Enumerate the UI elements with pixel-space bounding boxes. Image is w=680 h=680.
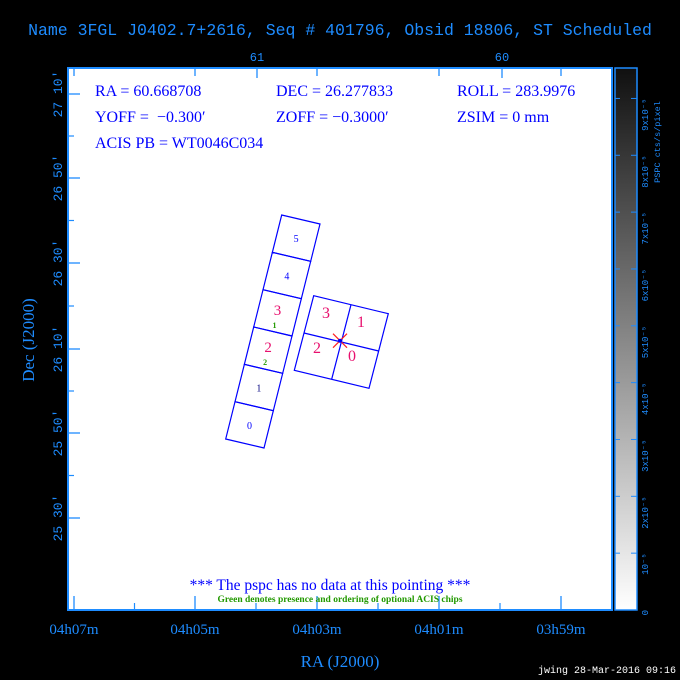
colorbar-tick-label: 2x10⁻⁵ [641,496,651,528]
ra-tick-label: 04h05m [170,622,220,638]
colorbar-tick-label: 8x10⁻⁵ [641,155,651,187]
zoff-param: ZOFF = −0.3000′ [276,109,389,126]
s-chip-label: 2 [264,340,272,356]
plot-title: Name 3FGL J0402.7+2616, Seq # 401796, Ob… [28,21,652,40]
i-chip-label: 2 [313,340,321,357]
colorbar-tick-label: 0 [641,610,651,615]
i-chip-label: 3 [322,305,330,322]
ra-tick-labels: 04h07m 04h05m 04h03m 04h01m 03h59m [49,622,586,638]
ra-tick-label: 03h59m [536,622,586,638]
i-chip-label: 1 [357,314,365,331]
ra-param: RA = 60.668708 [95,83,201,100]
s-chip-label: 0 [247,421,252,432]
colorbar-tick-label: 5x10⁻⁵ [641,326,651,358]
dec-tick-label: 26 30′ [51,240,66,287]
dec-tick-labels: 27 10′ 26 50′ 26 30′ 26 10′ 25 50′ 25 30′ [51,71,66,542]
i-chip-label: 0 [348,348,356,365]
acis-pb-param: ACIS PB = WT0046C034 [95,135,263,152]
optional-chip-order: 1 [273,321,277,330]
s-chip-outline [271,214,321,263]
colorbar-tick-label: 3x10⁻⁵ [641,439,651,471]
no-data-note: *** The pspc has no data at this pointin… [190,577,471,594]
colorbar-tick-label: 9x10⁻⁵ [641,98,651,130]
colorbar [614,67,638,611]
dec-tick-label: 25 50′ [51,410,66,457]
dec-tick-label: 25 30′ [51,495,66,542]
zsim-param: ZSIM = 0 mm [457,109,550,126]
colorbar-tick-label: 10⁻⁵ [641,553,651,575]
ra-degree-tick-label: 60 [495,51,509,65]
aimpoint-center [338,338,342,343]
roll-param: ROLL = 283.9976 [457,83,575,100]
x-axis-label: RA (J2000) [301,652,380,671]
dec-tick-label: 27 10′ [51,71,66,118]
optional-chips-note: Green denotes presence and ordering of o… [217,595,462,605]
colorbar-ticks: 0 10⁻⁵ 2x10⁻⁵ 3x10⁻⁵ 4x10⁻⁵ 5x10⁻⁵ 6x10⁻⁵ 7x10⁻… [615,97,651,615]
optional-chip-order: 2 [263,358,267,367]
ra-tick-label: 04h07m [49,622,99,638]
colorbar-tick-label: 4x10⁻⁵ [641,383,651,415]
colorbar-label: PSPC cts/s/pixel [653,101,663,183]
pointing-parameters: RA = 60.668708 DEC = 26.277833 ROLL = 28… [95,83,575,152]
s-chip-label: 1 [256,384,261,395]
dec-tick-label: 26 10′ [51,326,66,373]
colorbar-tick-label: 7x10⁻⁵ [641,212,651,244]
i-array-outline [293,294,390,390]
ra-tick-label: 04h03m [292,622,342,638]
s-chip-label: 5 [294,234,299,245]
yoff-param: YOFF = −0.300′ [95,109,205,126]
colorbar-tick-label: 6x10⁻⁵ [641,269,651,301]
ra-degree-tick-label: 61 [250,51,264,65]
footer-stamp: jwing 28-Mar-2016 09:16 [538,665,676,677]
s-chip-label: 3 [274,303,282,319]
s-chip-label: 4 [284,272,289,283]
dec-param: DEC = 26.277833 [276,83,393,100]
dec-tick-label: 26 50′ [51,155,66,202]
ra-degree-tick-labels: 61 60 [250,51,509,65]
ra-tick-label: 04h01m [414,622,464,638]
y-axis-label: Dec (J2000) [19,298,38,382]
axis-ticks [68,68,562,610]
